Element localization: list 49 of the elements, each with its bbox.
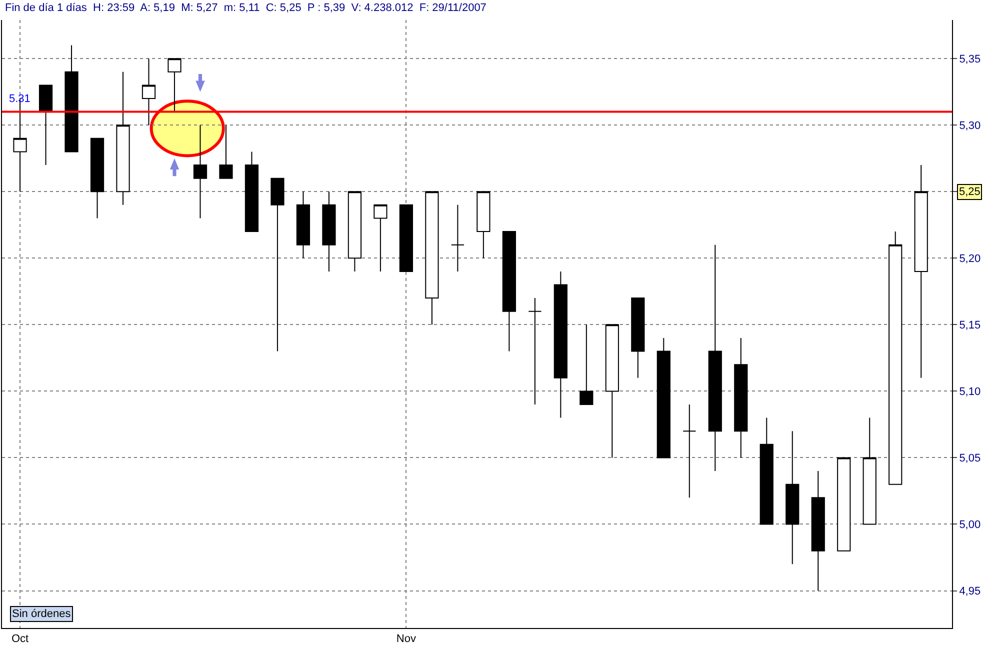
candlestick	[38, 84, 53, 166]
candlestick	[142, 58, 156, 126]
candlestick	[682, 404, 696, 498]
candlestick	[64, 44, 78, 152]
candlestick	[811, 470, 825, 592]
x-tick-label: Nov	[396, 633, 416, 646]
candlestick	[605, 324, 619, 458]
y-tick-label: 5,20	[959, 252, 981, 265]
text: 5,25	[959, 186, 980, 198]
candlestick	[734, 337, 748, 458]
candlestick	[656, 337, 670, 458]
candlestick	[219, 124, 233, 179]
candlestick	[786, 430, 800, 565]
candlestick	[296, 191, 310, 259]
candlestick	[348, 191, 362, 272]
candlestick	[476, 191, 490, 259]
chart-title: Fin de día 1 días H: 23:59 A: 5,19 M: 5,27 m: 5,11 C: 5,25 P : 5,39 V: 4.238.012 F: 29/11/2007	[4, 2, 486, 14]
y-tick-label: 5,35	[959, 53, 981, 66]
y-tick-label: 5,30	[959, 120, 981, 132]
candlestick	[90, 138, 104, 219]
ref-line-label: 5.31	[9, 93, 30, 105]
candlestick	[554, 270, 568, 418]
candlestick	[914, 164, 928, 378]
candlestick	[270, 178, 284, 352]
candlestick	[631, 298, 645, 378]
candlestick	[888, 231, 902, 485]
candlestick	[244, 151, 259, 232]
candlestick	[450, 204, 464, 272]
candlestick	[322, 191, 336, 272]
y-tick-label: 5,10	[959, 386, 981, 398]
candlestick	[837, 457, 851, 552]
candlestick	[399, 204, 414, 272]
candlestick	[708, 244, 722, 472]
candlestick	[502, 231, 516, 352]
candlestick	[528, 298, 542, 405]
annotation: Sin órdenes	[12, 608, 72, 620]
y-tick-label: 4,95	[959, 586, 981, 598]
candlestick	[116, 71, 130, 206]
y-tick-label: 5,15	[959, 320, 981, 332]
candlestick	[374, 204, 388, 272]
candlestick	[168, 58, 182, 112]
candlestick	[760, 417, 774, 525]
candlestick	[425, 191, 439, 326]
y-tick-label: 5,05	[959, 452, 981, 465]
candlestick	[193, 124, 208, 219]
x-tick-label: Oct	[11, 633, 29, 646]
candlestick	[580, 324, 594, 405]
y-tick-label: 5,00	[959, 519, 981, 532]
candlestick	[862, 417, 876, 525]
